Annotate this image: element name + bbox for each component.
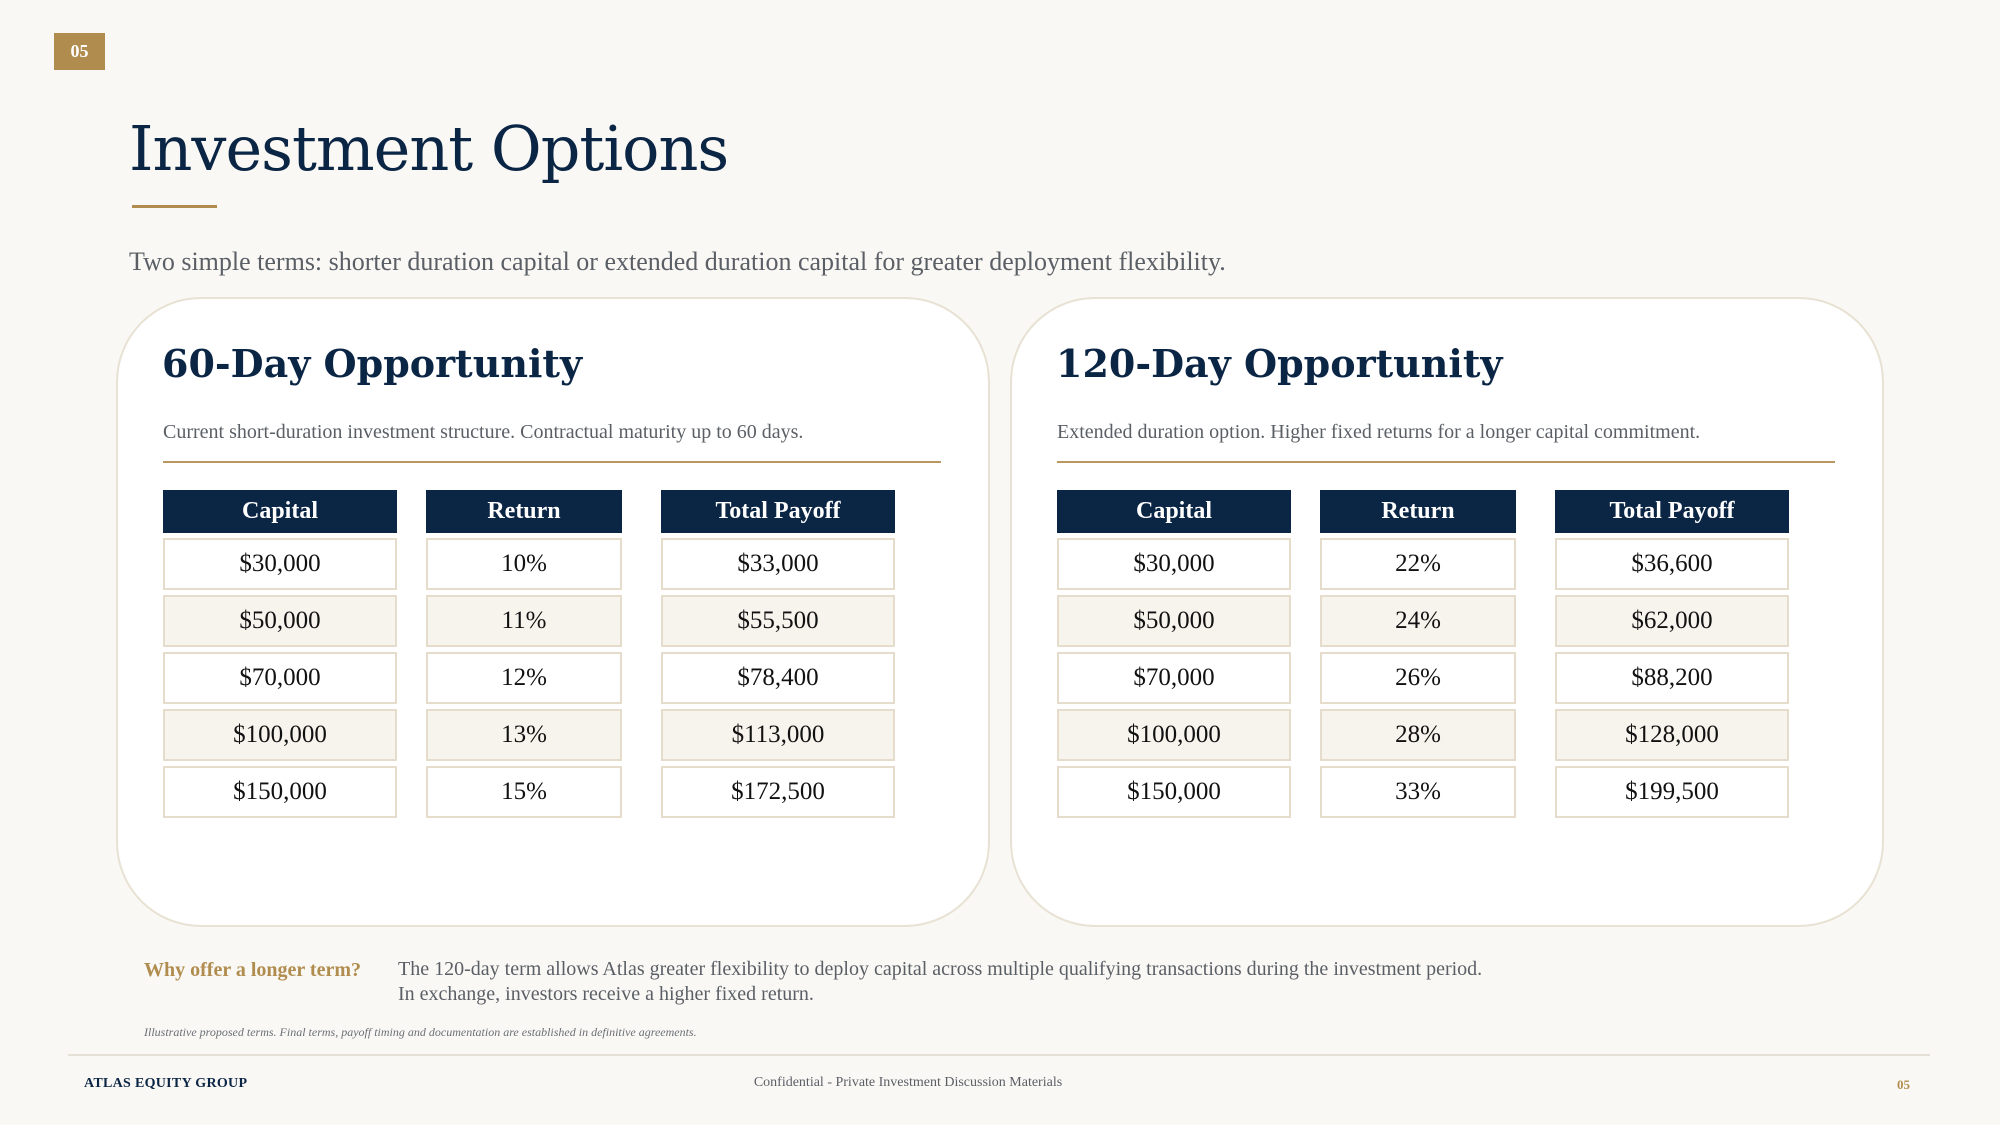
table-cell: $62,000	[1555, 595, 1789, 647]
table-cell: 26%	[1320, 652, 1516, 704]
table-cell: $50,000	[1057, 595, 1291, 647]
table-cell: $172,500	[661, 766, 895, 818]
table-cell: $55,500	[661, 595, 895, 647]
card-title: 120-Day Opportunity	[1056, 341, 1503, 386]
card-divider	[1057, 461, 1835, 463]
table-cell: $78,400	[661, 652, 895, 704]
capital-column: Capital $30,000 $50,000 $70,000 $100,000…	[163, 490, 397, 818]
card-title: 60-Day Opportunity	[162, 341, 583, 386]
return-column: Return 22% 24% 26% 28% 33%	[1320, 490, 1516, 818]
table-cell: $100,000	[163, 709, 397, 761]
column-header: Total Payoff	[1555, 490, 1789, 533]
card-120-day: 120-Day Opportunity Extended duration op…	[1010, 297, 1884, 927]
table-cell: 33%	[1320, 766, 1516, 818]
page-title: Investment Options	[129, 112, 729, 185]
footer-company: ATLAS EQUITY GROUP	[84, 1076, 248, 1091]
footer-page-number: 05	[1897, 1077, 1910, 1092]
table-cell: $36,600	[1555, 538, 1789, 590]
table-cell: $70,000	[1057, 652, 1291, 704]
table-cell: 12%	[426, 652, 622, 704]
card-60-day: 60-Day Opportunity Current short-duratio…	[116, 297, 990, 927]
table-cell: 28%	[1320, 709, 1516, 761]
table-cell: $33,000	[661, 538, 895, 590]
card-description: Extended duration option. Higher fixed r…	[1057, 421, 1701, 443]
why-explanation: The 120-day term allows Atlas greater fl…	[398, 957, 1698, 1007]
card-divider	[163, 461, 941, 463]
return-column: Return 10% 11% 12% 13% 15%	[426, 490, 622, 818]
footer-divider	[68, 1054, 1930, 1056]
column-header: Capital	[163, 490, 397, 533]
table-cell: $150,000	[163, 766, 397, 818]
table-cell: 24%	[1320, 595, 1516, 647]
page-subtitle: Two simple terms: shorter duration capit…	[129, 247, 1226, 276]
table-cell: $70,000	[163, 652, 397, 704]
table-cell: 13%	[426, 709, 622, 761]
card-description: Current short-duration investment struct…	[163, 421, 804, 443]
page-number-badge: 05	[54, 33, 105, 70]
why-line-2: In exchange, investors receive a higher …	[398, 983, 814, 1005]
table-cell: $88,200	[1555, 652, 1789, 704]
table-cell: 15%	[426, 766, 622, 818]
table-cell: $30,000	[1057, 538, 1291, 590]
table-cell: $150,000	[1057, 766, 1291, 818]
table-cell: 11%	[426, 595, 622, 647]
column-header: Total Payoff	[661, 490, 895, 533]
why-line-1: The 120-day term allows Atlas greater fl…	[398, 958, 1483, 980]
table-cell: $50,000	[163, 595, 397, 647]
table-cell: $30,000	[163, 538, 397, 590]
total-payoff-column: Total Payoff $36,600 $62,000 $88,200 $12…	[1555, 490, 1789, 818]
disclaimer: Illustrative proposed terms. Final terms…	[144, 1025, 697, 1039]
table-cell: 22%	[1320, 538, 1516, 590]
table-cell: $128,000	[1555, 709, 1789, 761]
table-cell: $199,500	[1555, 766, 1789, 818]
footer-confidential: Confidential - Private Investment Discus…	[753, 1075, 1063, 1090]
column-header: Capital	[1057, 490, 1291, 533]
table-cell: $113,000	[661, 709, 895, 761]
capital-column: Capital $30,000 $50,000 $70,000 $100,000…	[1057, 490, 1291, 818]
why-label: Why offer a longer term?	[144, 959, 361, 981]
table-cell: 10%	[426, 538, 622, 590]
title-underline	[132, 205, 217, 208]
total-payoff-column: Total Payoff $33,000 $55,500 $78,400 $11…	[661, 490, 895, 818]
table-cell: $100,000	[1057, 709, 1291, 761]
column-header: Return	[1320, 490, 1516, 533]
column-header: Return	[426, 490, 622, 533]
